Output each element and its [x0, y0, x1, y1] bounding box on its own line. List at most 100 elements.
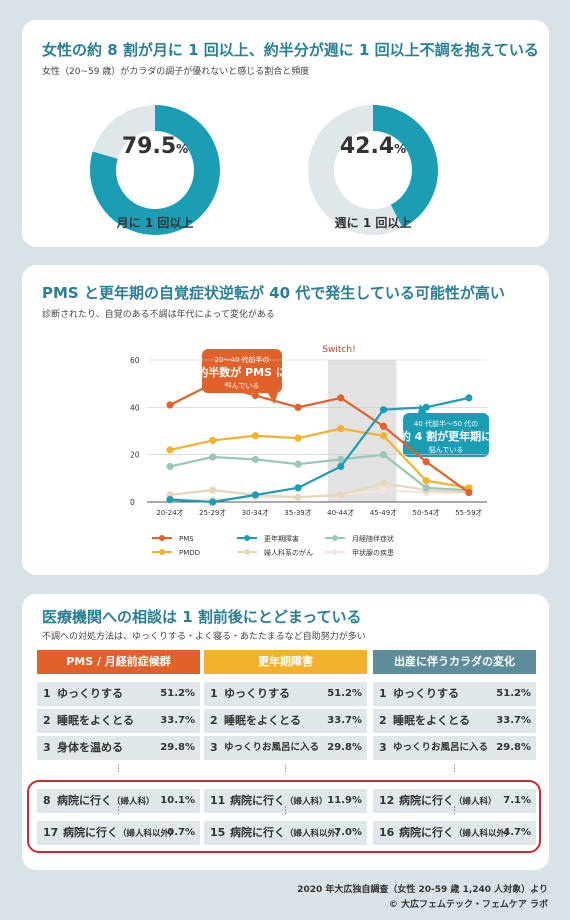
donut-arc-2 [308, 105, 438, 235]
legend-dot [332, 549, 338, 555]
percent-value: 51.2% [327, 688, 362, 699]
data-point [465, 488, 473, 497]
data-point [294, 493, 302, 501]
data-point [337, 462, 345, 471]
table-row: 1 ゆっくりする 51.2% [204, 682, 367, 706]
x-tick-label: 45-49才 [370, 508, 397, 517]
method-label: 病院に行く（婦人科） [399, 794, 497, 807]
method-label: 睡眠をよくとる [224, 714, 301, 727]
method-label: 睡眠をよくとる [393, 714, 470, 727]
x-tick-label: 40-44才 [327, 508, 354, 517]
series-line-2 [169, 396, 470, 504]
data-point [422, 403, 430, 411]
table-row: 2 睡眠をよくとる 33.7% [204, 709, 367, 733]
callout-menopause: 40 代前半～50 代の 約 4 割が更年期に 悩んでいる [400, 404, 492, 457]
table-row: 16 病院に行く（婦人科以外） 4.7% [373, 821, 536, 845]
data-point [337, 455, 345, 463]
table-row: 3 ゆっくりお風呂に入る 29.8% [373, 736, 536, 760]
method-label: 病院に行く（婦人科以外） [63, 826, 178, 839]
x-tick-label: 55-59才 [455, 508, 482, 517]
rank: 1 [210, 687, 218, 700]
svg-text:約半数が PMS に: 約半数が PMS に [197, 365, 287, 379]
percent-value: 0.7% [167, 827, 195, 838]
column-header-2: 更年期障害 [204, 650, 367, 674]
y-tick-label: 20 [130, 451, 140, 460]
data-point [166, 401, 174, 409]
x-tick-label: 25-29才 [199, 508, 226, 517]
data-point [209, 486, 217, 494]
percent-value: 33.7% [160, 715, 195, 726]
data-point [337, 425, 345, 433]
donut-value-2: 42.4% [339, 134, 407, 159]
rank: 1 [379, 687, 387, 700]
y-tick-label: 40 [130, 403, 140, 412]
callout-pms: 20～40 代前半の 約半数が PMS に 悩んでいる [197, 349, 287, 404]
donut-label-2: 週に 1 回以上 [334, 216, 412, 230]
y-tick-label: 60 [130, 356, 140, 365]
method-label: ゆっくりする [57, 687, 123, 700]
svg-text:20～40 代前半の: 20～40 代前半の [214, 355, 269, 364]
data-point [209, 380, 217, 388]
column-header-1: PMS / 月経前症候群 [37, 650, 200, 674]
donut-arc-1 [90, 105, 220, 235]
rank: 3 [43, 741, 51, 754]
data-point [337, 394, 345, 402]
ellipsis-dots: ⋮ [281, 806, 290, 816]
method-label: ゆっくりお風呂に入る [393, 742, 489, 753]
source-line-1: 2020 年大広独自調査（女性 20-59 歳 1,240 人対象）より [297, 885, 548, 895]
svg-text:悩んでいる: 悩んでいる [225, 381, 260, 390]
data-point [166, 446, 174, 454]
table-row: 11 病院に行く（婦人科） 11.9% [204, 789, 367, 813]
rank: 2 [379, 714, 387, 727]
x-tick-label: 30-34才 [242, 508, 269, 517]
rank: 3 [210, 741, 218, 754]
method-label: ゆっくりお風呂に入る [224, 742, 320, 753]
data-point [209, 453, 217, 461]
percent-value: 11.9% [327, 795, 362, 806]
rank: 12 [379, 794, 395, 807]
table-row: 2 睡眠をよくとる 33.7% [37, 709, 200, 733]
table-row: 12 病院に行く（婦人科） 7.1% [373, 789, 536, 813]
rank: 11 [210, 794, 226, 807]
table-row: 17 病院に行く（婦人科以外） 0.7% [37, 821, 200, 845]
svg-text:約 4 割が更年期に: 約 4 割が更年期に [400, 429, 492, 443]
data-point [166, 496, 174, 504]
card2-subtitle: 診断されたり、自覚のある不調は年代によって変化がある [42, 310, 275, 320]
data-point [379, 486, 388, 494]
hospital-highlight-box [27, 780, 541, 853]
legend-label: 月経随伴症状 [352, 534, 394, 543]
data-point [337, 491, 345, 499]
ellipsis-dots: ⋮ [281, 764, 290, 774]
data-point [422, 477, 430, 485]
percent-value: 7.1% [503, 795, 531, 806]
data-point [422, 484, 430, 492]
table-row: 3 身体を温める 29.8% [37, 736, 200, 760]
ellipsis-dots: ⋮ [114, 764, 123, 774]
donut-value-1: 79.5% [121, 134, 189, 159]
data-point [379, 422, 388, 430]
method-label: ゆっくりする [393, 687, 459, 700]
svg-text:40 代前半～50 代の: 40 代前半～50 代の [414, 419, 478, 428]
series-line-1 [169, 427, 470, 489]
card2-title: PMS と更年期の自覚症状逆転が 40 代で発生している可能性が高い [42, 284, 505, 302]
method-label: 病院に行く（婦人科以外） [399, 826, 514, 839]
line-chart: Switch! 20～40 代前半の 約半数が PMS に 悩んでいる 40 代… [130, 345, 492, 557]
legend-label: 甲状腺の疾患 [352, 548, 394, 557]
percent-value: 51.2% [496, 688, 531, 699]
rank: 3 [379, 741, 387, 754]
percent-value: 10.1% [160, 795, 195, 806]
x-tick-label: 35-39才 [284, 508, 311, 517]
series-line-3 [169, 481, 469, 499]
percent-value: 51.2% [160, 688, 195, 699]
legend-dot [332, 535, 338, 541]
data-point [379, 451, 388, 459]
legend-dot [244, 535, 250, 541]
method-label: 睡眠をよくとる [57, 714, 134, 727]
table-row: 3 ゆっくりお風呂に入る 29.8% [204, 736, 367, 760]
table-row: 2 睡眠をよくとる 33.7% [373, 709, 536, 733]
data-point [379, 479, 388, 487]
rank: 17 [43, 826, 59, 839]
data-point [209, 436, 217, 445]
rank: 1 [43, 687, 51, 700]
data-point [379, 432, 388, 440]
